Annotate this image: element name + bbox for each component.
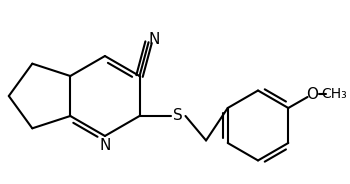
Text: O: O: [307, 86, 319, 102]
Text: S: S: [173, 109, 182, 123]
Text: N: N: [99, 138, 111, 153]
Text: CH₃: CH₃: [322, 87, 348, 101]
Text: N: N: [149, 32, 160, 47]
